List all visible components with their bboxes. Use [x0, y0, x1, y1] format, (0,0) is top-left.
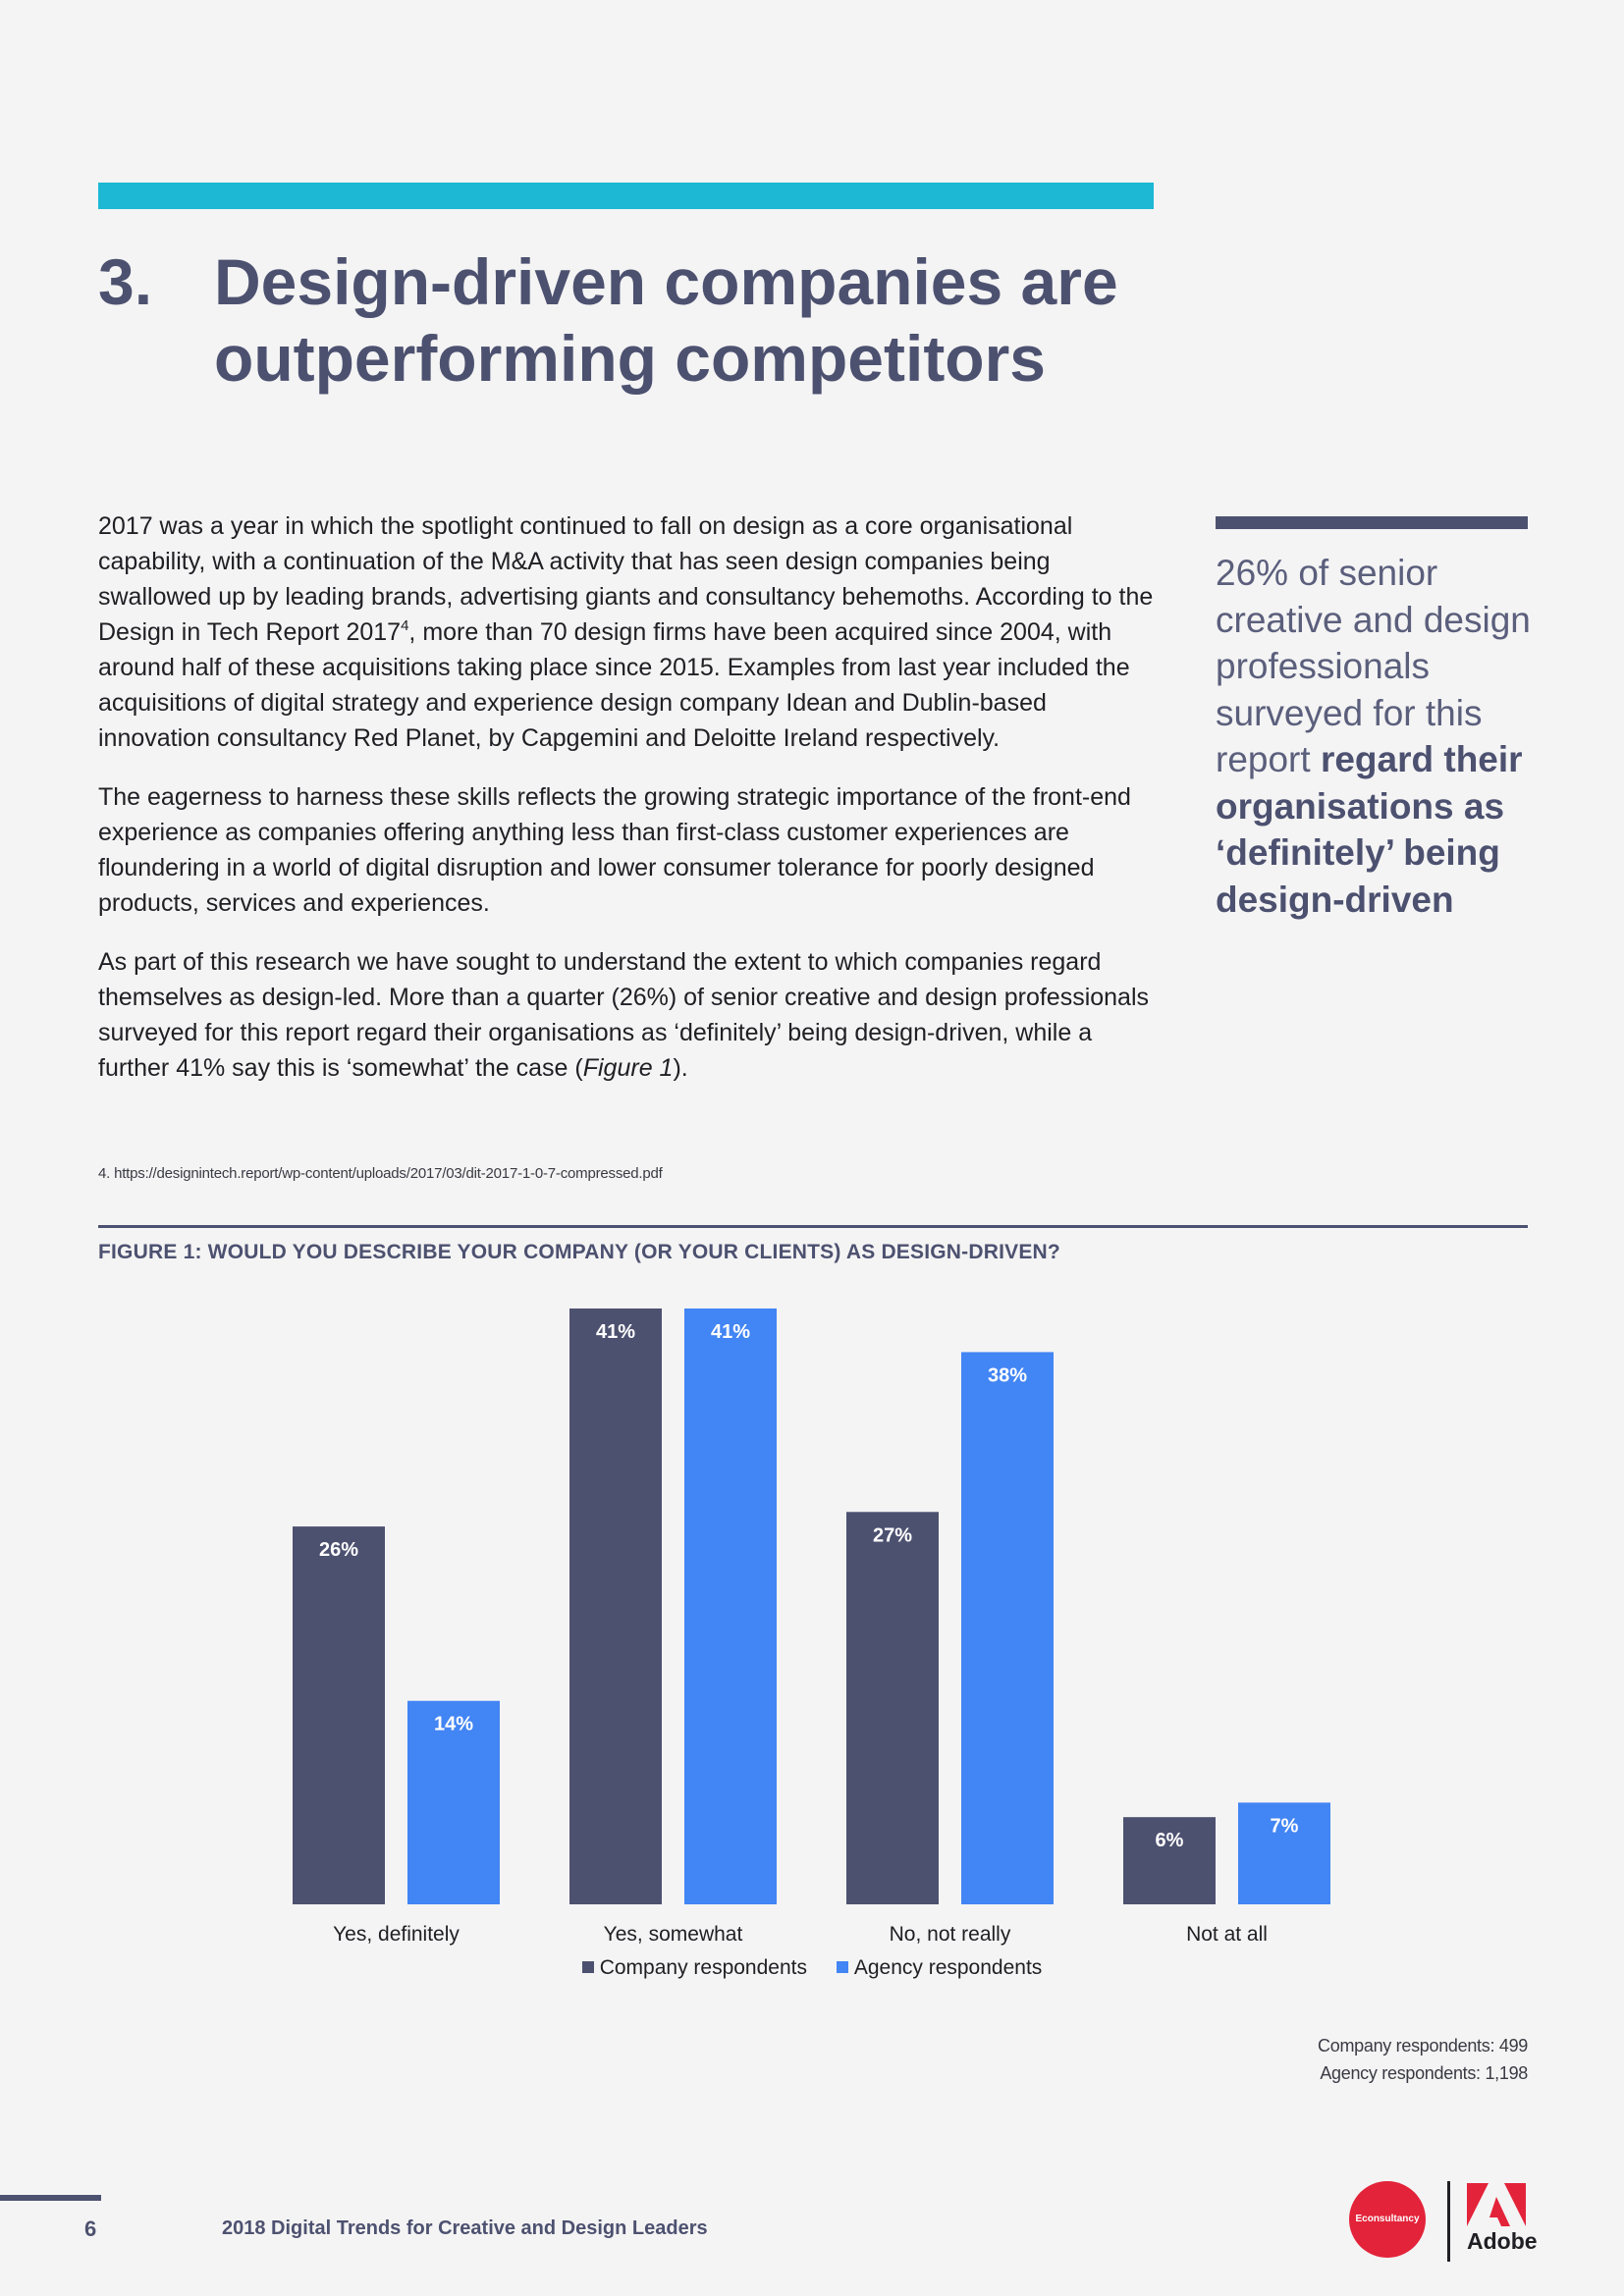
pull-quote: 26% of senior creative and design profes…: [1216, 553, 1531, 920]
page-number: 6: [84, 2216, 97, 2241]
paragraph-2: The eagerness to harness these skills re…: [98, 783, 1131, 917]
data-label-agency-respondents-yes-definitely: 14%: [434, 1714, 473, 1735]
data-label-company-respondents-yes-definitely: 26%: [319, 1539, 358, 1561]
bar-agency-respondents-yes-definitely: [407, 1700, 500, 1904]
figure-divider: [98, 1225, 1528, 1228]
category-label-yes-somewhat: Yes, somewhat: [604, 1923, 743, 1946]
legend-item-agency: Agency respondents: [836, 1956, 1042, 1980]
pull-quote-rule: [1216, 516, 1528, 529]
data-label-agency-respondents-not-at-all: 7%: [1271, 1815, 1299, 1837]
category-label-not-at-all: Not at all: [1186, 1923, 1268, 1946]
paragraph-3: As part of this research we have sought …: [98, 948, 1150, 1082]
paragraph-1: 2017 was a year in which the spotlight c…: [98, 512, 1154, 752]
legend-swatch-agency: [836, 1961, 848, 1973]
category-label-no-not-really: No, not really: [890, 1923, 1011, 1946]
figure-ref[interactable]: Figure 1: [582, 1054, 674, 1082]
footnote: 4. https://designintech.report/wp-conten…: [98, 1165, 663, 1182]
top-accent-bar: [98, 183, 1154, 209]
section-number: 3.: [98, 245, 153, 318]
footnote-ref[interactable]: 4: [401, 617, 409, 634]
respondent-counts: Company respondents: 499 Agency responde…: [1318, 2032, 1528, 2087]
data-label-company-respondents-not-at-all: 6%: [1156, 1830, 1184, 1851]
econsultancy-logo: Econsultancy: [1349, 2181, 1426, 2258]
bar-company-respondents-not-at-all: [1123, 1817, 1216, 1904]
adobe-wordmark: Adobe: [1467, 2228, 1538, 2254]
category-label-yes-definitely: Yes, definitely: [333, 1923, 460, 1946]
data-label-agency-respondents-no-not-really: 38%: [988, 1364, 1027, 1386]
logo-divider: [1447, 2181, 1450, 2262]
data-label-company-respondents-no-not-really: 27%: [873, 1524, 912, 1546]
company-respondents-count: Company respondents: 499: [1318, 2036, 1528, 2056]
agency-respondents-count: Agency respondents: 1,198: [1320, 2063, 1528, 2083]
adobe-logo-icon: [1467, 2183, 1526, 2226]
body-text: 2017 was a year in which the spotlight c…: [98, 508, 1159, 1109]
legend-item-company: Company respondents: [581, 1956, 807, 1980]
bar-company-respondents-yes-definitely: [293, 1526, 385, 1904]
bar-company-respondents-yes-somewhat: [569, 1308, 662, 1904]
footer-rule: [0, 2195, 101, 2201]
chart-legend: Company respondents Agency respondents: [0, 1956, 1624, 1980]
bar-agency-respondents-no-not-really: [961, 1352, 1054, 1904]
bar-company-respondents-no-not-really: [846, 1512, 939, 1904]
legend-swatch-company: [581, 1961, 594, 1973]
bar-chart: 26% 14% Yes, definitely 41% 41% Yes, somewhat…: [293, 1308, 1330, 1946]
bar-agency-respondents-yes-somewhat: [684, 1308, 777, 1904]
page-title: Design-driven companies are outperformin…: [214, 245, 1118, 395]
bar-agency-respondents-not-at-all: [1238, 1802, 1330, 1904]
figure-title: FIGURE 1: WOULD YOU DESCRIBE YOUR COMPAN…: [98, 1241, 1060, 1263]
data-label-company-respondents-yes-somewhat: 41%: [596, 1321, 635, 1343]
footer-title: 2018 Digital Trends for Creative and Des…: [222, 2217, 708, 2239]
data-label-agency-respondents-yes-somewhat: 41%: [711, 1321, 750, 1343]
